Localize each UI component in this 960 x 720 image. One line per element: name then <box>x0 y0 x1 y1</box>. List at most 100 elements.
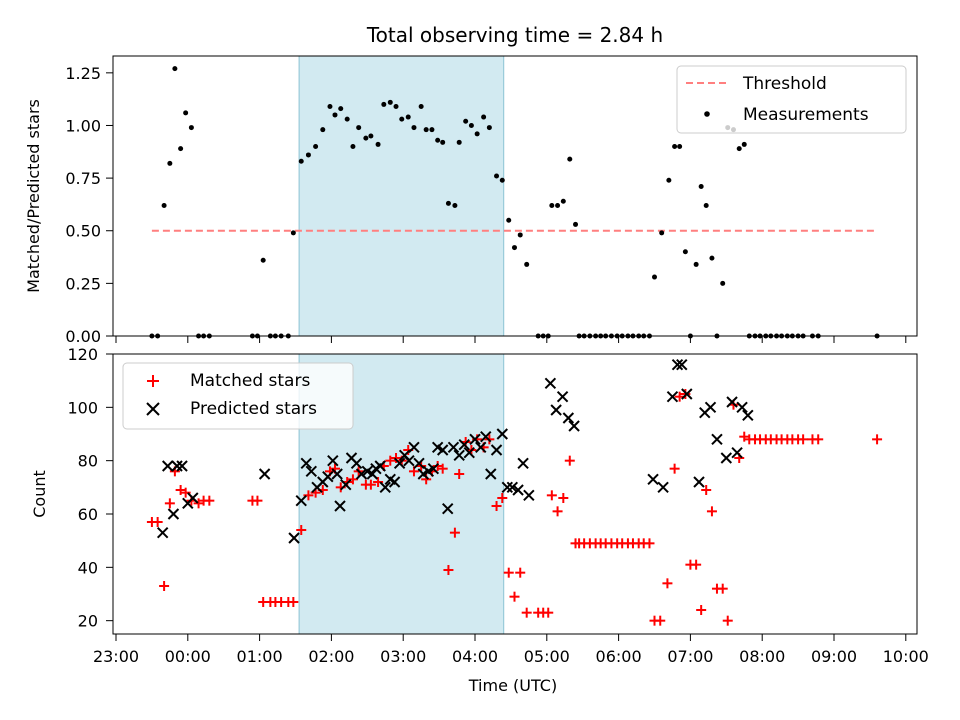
measurement-point <box>672 144 678 150</box>
predicted-point <box>550 404 562 416</box>
predicted-point <box>355 468 368 480</box>
predicted-point <box>496 428 508 440</box>
observing-window-shade <box>298 55 505 337</box>
matched-point <box>644 538 655 549</box>
matched-point <box>164 498 175 509</box>
legend-threshold-label: Threshold <box>742 74 827 94</box>
measurement-point <box>499 177 505 183</box>
y-tick-label: 20 <box>78 612 98 631</box>
predicted-point <box>447 441 460 454</box>
matched-point <box>454 469 465 479</box>
predicted-point <box>676 358 688 371</box>
measurement-point <box>260 257 266 263</box>
measurement-point <box>313 144 319 150</box>
predicted-point <box>258 468 271 480</box>
measurement-point <box>555 202 561 208</box>
predicted-point <box>657 481 669 494</box>
matched-point <box>696 605 707 615</box>
predicted-point <box>693 476 705 488</box>
measurement-point <box>693 261 699 267</box>
predicted-point <box>176 460 188 472</box>
matched-point <box>365 479 376 490</box>
predicted-point <box>517 457 529 470</box>
predicted-point <box>568 420 580 432</box>
matched-point <box>701 485 712 495</box>
x-tick-label: 05:00 <box>524 647 570 666</box>
predicted-point <box>408 441 420 454</box>
measurement-point <box>375 141 381 147</box>
matched-point <box>546 490 557 501</box>
y-tick-label: 120 <box>67 345 98 364</box>
predicted-point <box>458 438 470 451</box>
x-tick-label: 03:00 <box>380 647 426 666</box>
measurement-point <box>393 104 399 110</box>
predicted-point <box>288 532 300 544</box>
measurement-point <box>290 230 296 236</box>
matched-point <box>669 463 680 474</box>
y-tick-label: 80 <box>78 452 98 471</box>
matched-point <box>385 455 396 466</box>
top-chart-panel: Total observing time = 2.84 h 0.00 0.25 0.… <box>24 23 918 346</box>
legend-matched-label: Matched stars <box>190 371 310 391</box>
legend-measurements-marker <box>704 111 710 117</box>
matched-point <box>691 559 702 570</box>
y-tick-label: 0.75 <box>65 169 101 188</box>
measurement-point <box>332 112 338 118</box>
matched-point <box>706 506 717 517</box>
measurement-point <box>305 152 311 158</box>
measurement-point <box>481 114 487 120</box>
x-tick-label: 07:00 <box>667 647 713 666</box>
matched-point <box>175 485 186 495</box>
measurement-point <box>682 249 688 255</box>
predicted-point <box>671 358 684 371</box>
measurement-point <box>399 116 405 122</box>
measurement-point <box>486 125 492 131</box>
measurement-point <box>356 125 362 131</box>
predicted-point <box>334 500 346 512</box>
matched-point <box>680 389 691 399</box>
predicted-point <box>720 452 733 464</box>
predicted-point <box>666 390 679 403</box>
measurement-point <box>363 135 369 141</box>
measurement-point <box>452 202 458 208</box>
predicted-point <box>731 446 743 459</box>
measurement-point <box>445 200 451 206</box>
measurement-point <box>698 184 704 190</box>
measurement-point <box>429 127 435 133</box>
measurement-point <box>183 110 189 116</box>
top-legend: Threshold Measurements <box>676 65 907 134</box>
predicted-point <box>171 460 183 472</box>
matched-point <box>564 455 575 466</box>
predicted-point <box>322 470 334 483</box>
measurement-point <box>511 245 517 251</box>
predicted-point <box>469 433 481 446</box>
predicted-point <box>436 444 449 456</box>
x-tick-label: 06:00 <box>596 647 642 666</box>
matched-point <box>204 495 215 506</box>
matched-point <box>798 434 809 445</box>
predicted-point <box>480 430 492 443</box>
measurement-point <box>381 101 387 107</box>
legend-predicted-marker <box>146 402 160 416</box>
predicted-point <box>523 489 535 502</box>
measurement-point <box>468 122 474 128</box>
measurement-point <box>405 114 411 120</box>
measurement-point <box>567 156 573 162</box>
chart-title: Total observing time = 2.84 h <box>366 23 663 47</box>
legend-predicted-label: Predicted stars <box>190 399 317 419</box>
measurement-point <box>524 261 530 267</box>
measurement-point <box>741 141 747 147</box>
matched-point <box>552 506 563 517</box>
predicted-point <box>327 454 339 467</box>
measurement-point <box>703 202 709 208</box>
predicted-point <box>331 468 343 480</box>
matched-point <box>347 474 358 485</box>
measurement-point <box>188 125 194 131</box>
measurement-point <box>298 158 304 164</box>
predicted-point <box>161 460 174 472</box>
measurement-point <box>418 104 424 110</box>
y-tick-label: 0.50 <box>65 222 101 241</box>
top-y-axis-label: Matched/Predicted stars <box>24 99 43 293</box>
predicted-point <box>427 462 440 475</box>
